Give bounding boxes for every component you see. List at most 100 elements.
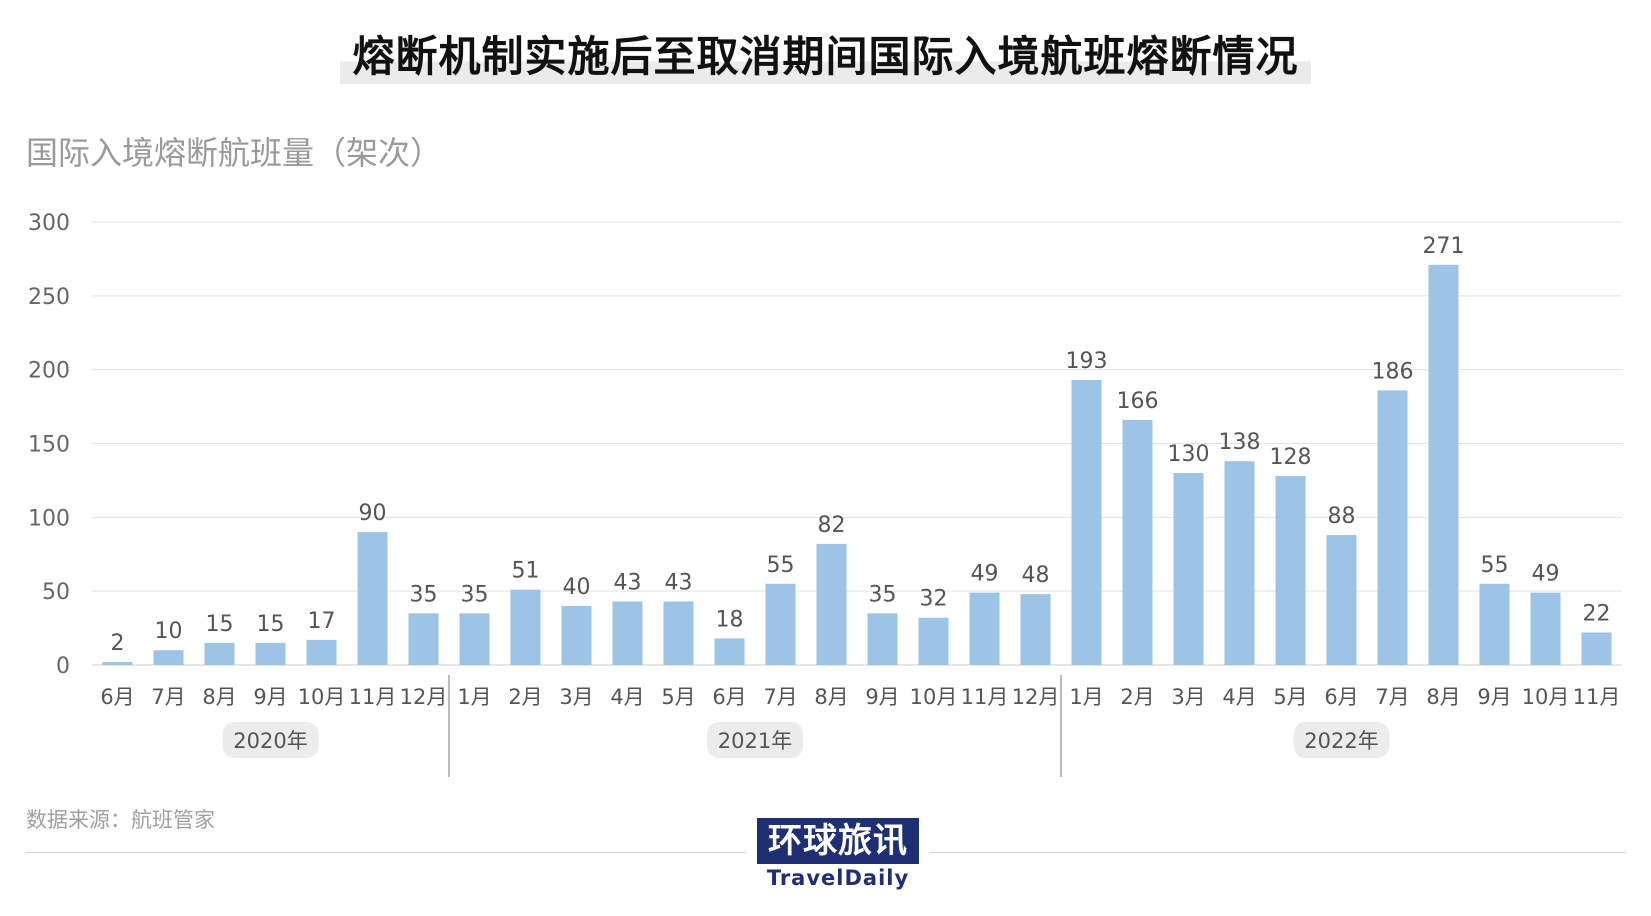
y-tick-label: 100 (28, 506, 70, 531)
bar (204, 642, 235, 665)
logo-chinese-text: 环球旅讯 (757, 818, 919, 864)
x-tick-label: 6月 (712, 685, 746, 709)
traveldaily-logo: 环球旅讯 TravelDaily (757, 818, 919, 892)
bar (612, 601, 643, 665)
data-label: 55 (767, 553, 795, 578)
year-badge (222, 722, 319, 758)
bar (1581, 632, 1612, 665)
year-label: 2022年 (1304, 729, 1378, 753)
bar (663, 601, 694, 665)
bar (561, 605, 592, 665)
x-tick-label: 1月 (1069, 685, 1103, 709)
data-label: 90 (359, 501, 387, 526)
x-tick-label: 1月 (457, 685, 491, 709)
x-tick-label: 4月 (610, 685, 644, 709)
title-wrap: 熔断机制实施后至取消期间国际入境航班熔断情况 (0, 30, 1651, 84)
x-tick-label: 12月 (1012, 685, 1060, 709)
bar (765, 583, 796, 665)
y-tick-label: 50 (42, 580, 70, 605)
data-label: 10 (155, 619, 183, 644)
x-tick-label: 5月 (661, 685, 695, 709)
x-tick-label: 7月 (1375, 685, 1409, 709)
bar (969, 592, 1000, 665)
bar (255, 642, 286, 665)
data-label: 15 (206, 612, 234, 637)
x-tick-label: 10月 (1522, 685, 1570, 709)
data-label: 2 (111, 631, 125, 656)
bar (1224, 461, 1255, 665)
bar (1377, 390, 1408, 665)
x-tick-label: 8月 (814, 685, 848, 709)
x-tick-label: 3月 (1171, 685, 1205, 709)
year-label: 2021年 (718, 729, 792, 753)
x-tick-label: 11月 (961, 685, 1009, 709)
bar (816, 543, 847, 665)
x-tick-label: 12月 (400, 685, 448, 709)
bar (153, 650, 184, 665)
bar (1020, 594, 1051, 665)
x-tick-label: 8月 (202, 685, 236, 709)
bar (714, 638, 745, 665)
x-tick-label: 10月 (910, 685, 958, 709)
data-label: 48 (1022, 563, 1050, 588)
bar (1479, 583, 1510, 665)
data-label: 49 (1532, 562, 1560, 587)
data-label: 51 (512, 559, 540, 584)
x-tick-label: 2月 (1120, 685, 1154, 709)
data-label: 271 (1423, 234, 1465, 259)
logo-english-text: TravelDaily (766, 866, 910, 890)
bar (102, 662, 133, 665)
data-label: 35 (869, 582, 897, 607)
x-tick-label: 6月 (100, 685, 134, 709)
bar (1275, 475, 1306, 665)
y-tick-label: 200 (28, 359, 70, 384)
chart-title: 熔断机制实施后至取消期间国际入境航班熔断情况 (340, 30, 1311, 84)
data-label: 193 (1066, 349, 1108, 374)
year-badge (1293, 722, 1390, 758)
data-label: 138 (1219, 430, 1261, 455)
x-tick-label: 2月 (508, 685, 542, 709)
data-label: 40 (563, 575, 591, 600)
data-label: 88 (1328, 504, 1356, 529)
bar (867, 613, 898, 665)
year-label: 2020年 (233, 729, 307, 753)
x-tick-label: 5月 (1273, 685, 1307, 709)
data-label: 35 (461, 582, 489, 607)
data-label: 43 (665, 571, 693, 596)
bar (1530, 592, 1561, 665)
y-tick-label: 150 (28, 433, 70, 458)
data-label: 128 (1270, 445, 1312, 470)
y-axis-label: 国际入境熔断航班量（架次） (26, 134, 443, 172)
bar (1071, 380, 1102, 665)
data-source-note: 数据来源：航班管家 (26, 808, 215, 832)
x-tick-label: 11月 (349, 685, 397, 709)
data-label: 32 (920, 587, 948, 612)
bar (918, 617, 949, 665)
data-label: 186 (1372, 359, 1414, 384)
data-label: 35 (410, 582, 438, 607)
y-tick-label: 300 (28, 211, 70, 236)
bar (1326, 535, 1357, 665)
bar (1122, 419, 1153, 665)
x-tick-label: 9月 (253, 685, 287, 709)
data-label: 82 (818, 513, 846, 538)
footer-rule-right (930, 852, 1626, 853)
bar (1173, 473, 1204, 665)
data-label: 49 (971, 562, 999, 587)
x-tick-label: 4月 (1222, 685, 1256, 709)
data-label: 17 (308, 609, 336, 634)
x-tick-label: 10月 (298, 685, 346, 709)
y-tick-label: 0 (56, 654, 70, 679)
x-tick-label: 9月 (865, 685, 899, 709)
bar (306, 639, 337, 665)
data-label: 130 (1168, 442, 1210, 467)
data-label: 15 (257, 612, 285, 637)
x-tick-label: 11月 (1573, 685, 1621, 709)
bar (459, 613, 490, 665)
data-label: 166 (1117, 389, 1159, 414)
y-tick-label: 250 (28, 285, 70, 310)
data-label: 43 (614, 571, 642, 596)
data-label: 22 (1583, 602, 1611, 627)
data-label: 55 (1481, 553, 1509, 578)
x-tick-label: 7月 (763, 685, 797, 709)
